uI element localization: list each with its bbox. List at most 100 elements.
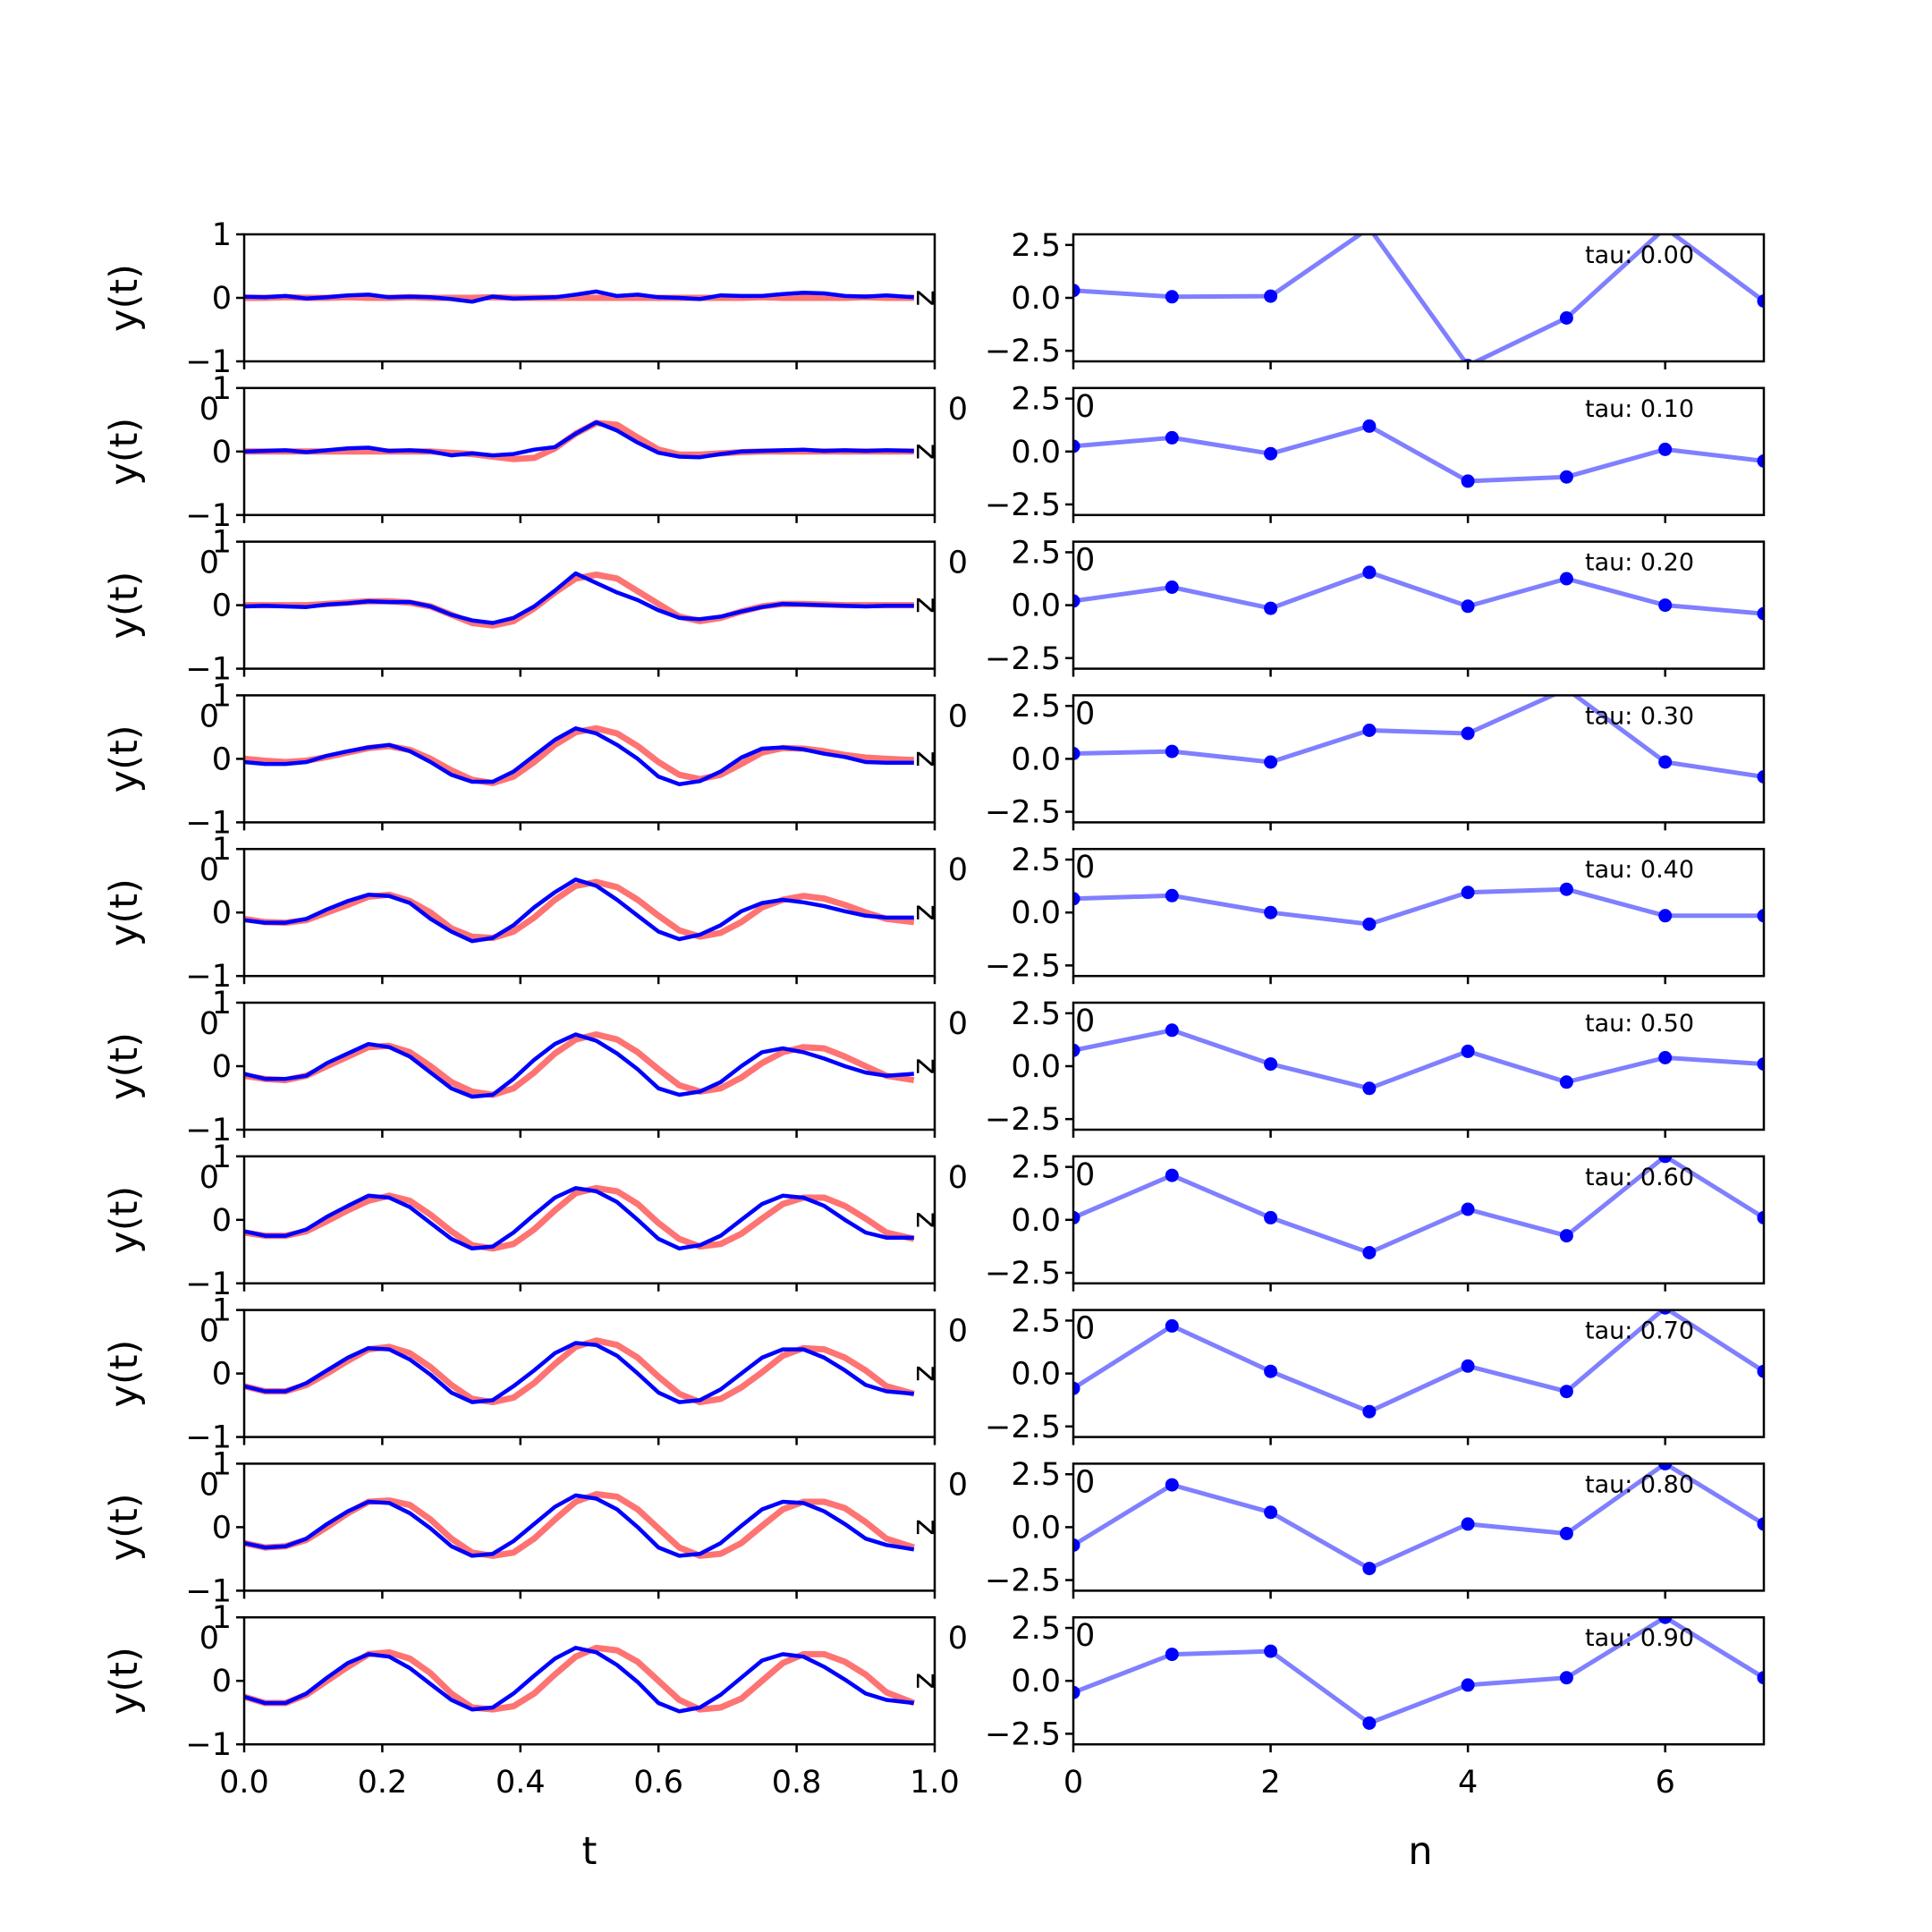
y-tick-label: 0.0 (1011, 741, 1061, 777)
truth-line (244, 572, 914, 629)
coefficient-point (1264, 1644, 1278, 1658)
y-tick-label: 1 (212, 832, 232, 868)
coefficient-line (1073, 423, 1764, 484)
coefficient-point (1461, 1359, 1475, 1373)
overlap-zero-artifact: 0 (948, 1467, 968, 1503)
coefficient-point (1073, 284, 1080, 298)
y-axis-label: y(t) (102, 1032, 147, 1100)
coefficient-panel-1 (1073, 419, 1764, 488)
coefficient-point (1165, 1318, 1179, 1333)
coefficient-point (1165, 1168, 1179, 1182)
overlap-zero-artifact: 0 (1075, 543, 1095, 579)
y-axis-label: y(t) (102, 418, 147, 486)
truth-line (244, 1031, 915, 1098)
coefficient-line (1073, 695, 1764, 779)
coefficient-panel-8 (1073, 1463, 1764, 1576)
overlap-zero-artifact: 0 (948, 1006, 968, 1042)
panel-frame (242, 847, 936, 978)
x-tick-label: 0.0 (219, 1765, 269, 1801)
time-series-panel-8 (244, 1491, 915, 1559)
y-tick-label: −1 (185, 1113, 232, 1148)
y-tick-label: −1 (185, 1420, 232, 1456)
y-tick-label: 0 (212, 1510, 232, 1546)
x-tick-label: 0.4 (496, 1765, 546, 1801)
time-series-panel-0 (244, 289, 914, 304)
y-tick-label: 2.5 (1011, 382, 1061, 418)
y-tick-label: 1 (212, 986, 232, 1021)
coefficient-point (1461, 474, 1475, 488)
y-tick-label: 0 (212, 895, 232, 931)
coefficient-point (1757, 909, 1764, 923)
coefficient-point (1757, 1364, 1764, 1378)
z-marker: z (909, 1365, 945, 1381)
coefficient-point (1658, 1156, 1673, 1164)
tau-annotation: tau: 0.00 (1585, 242, 1694, 269)
coefficient-panel-0 (1073, 234, 1764, 361)
coefficient-point (1073, 1210, 1080, 1224)
y-tick-label: −1 (185, 959, 232, 995)
coefficient-point (1073, 1043, 1080, 1057)
overlap-zero-artifact: 0 (948, 1160, 968, 1196)
coefficient-point (1757, 606, 1764, 621)
y-tick-label: −1 (185, 652, 232, 688)
coefficient-point (1264, 1057, 1278, 1072)
coefficient-point (1559, 572, 1573, 586)
overlap-zero-artifact: 0 (948, 392, 968, 428)
x-tick-label: 1.0 (910, 1765, 960, 1801)
coefficient-point (1757, 1057, 1764, 1072)
coefficient-point (1165, 430, 1179, 445)
y-axis-label: y(t) (102, 1340, 147, 1408)
coefficient-line (1073, 886, 1764, 927)
overlap-zero-artifact: 0 (199, 1467, 219, 1503)
y-tick-label: 0 (212, 589, 232, 624)
y-tick-label: 2.5 (1011, 996, 1061, 1032)
y-tick-label: 2.5 (1011, 228, 1061, 264)
panel-frame (242, 694, 936, 824)
coefficient-point (1362, 1716, 1377, 1730)
truth-line (244, 419, 914, 462)
prediction-line (244, 289, 914, 304)
coefficient-point (1757, 1517, 1764, 1531)
coefficient-point (1073, 594, 1080, 608)
y-tick-label: −1 (185, 1267, 232, 1302)
coefficient-point (1264, 289, 1278, 303)
y-tick-label: 2.5 (1011, 689, 1061, 724)
y-tick-label: 0.0 (1011, 1357, 1061, 1393)
coefficient-point (1264, 1364, 1278, 1378)
coefficient-point (1362, 917, 1377, 931)
tau-annotation: tau: 0.30 (1585, 702, 1694, 730)
coefficient-panel-2 (1073, 565, 1764, 621)
y-axis-label: y(t) (102, 572, 147, 640)
y-tick-label: −1 (185, 1573, 232, 1609)
overlap-zero-artifact: 0 (948, 1314, 968, 1350)
truth-line (244, 293, 914, 301)
z-marker: z (909, 904, 945, 920)
overlap-zero-artifact: 0 (199, 546, 219, 581)
y-tick-label: 2.5 (1011, 1611, 1061, 1647)
coefficient-panel-4 (1073, 882, 1764, 931)
y-tick-label: 2.5 (1011, 1303, 1061, 1339)
coefficient-panel-5 (1073, 1023, 1764, 1096)
y-tick-label: 0 (212, 1049, 232, 1085)
x-tick-label: 4 (1458, 1765, 1478, 1801)
coefficient-point (1559, 1671, 1573, 1685)
y-tick-label: −1 (185, 1727, 232, 1763)
coefficient-point (1658, 1051, 1673, 1064)
coefficient-point (1073, 747, 1080, 760)
coefficient-point (1264, 1505, 1278, 1520)
x-tick-label: 6 (1656, 1765, 1675, 1801)
coefficient-point (1165, 1478, 1179, 1492)
coefficient-point (1757, 1210, 1764, 1224)
y-tick-label: 2.5 (1011, 1150, 1061, 1186)
overlap-zero-artifact: 0 (1075, 1157, 1095, 1193)
overlap-zero-artifact: 0 (199, 1160, 219, 1196)
y-tick-label: 0 (212, 1357, 232, 1393)
coefficient-point (1362, 1081, 1377, 1096)
coefficient-point (1461, 1044, 1475, 1058)
y-tick-label: 1 (212, 678, 232, 714)
time-series-panel-2 (244, 571, 914, 629)
y-tick-label: −2.5 (985, 334, 1061, 369)
overlap-zero-artifact: 0 (1075, 1311, 1095, 1347)
coefficient-point (1362, 565, 1377, 580)
